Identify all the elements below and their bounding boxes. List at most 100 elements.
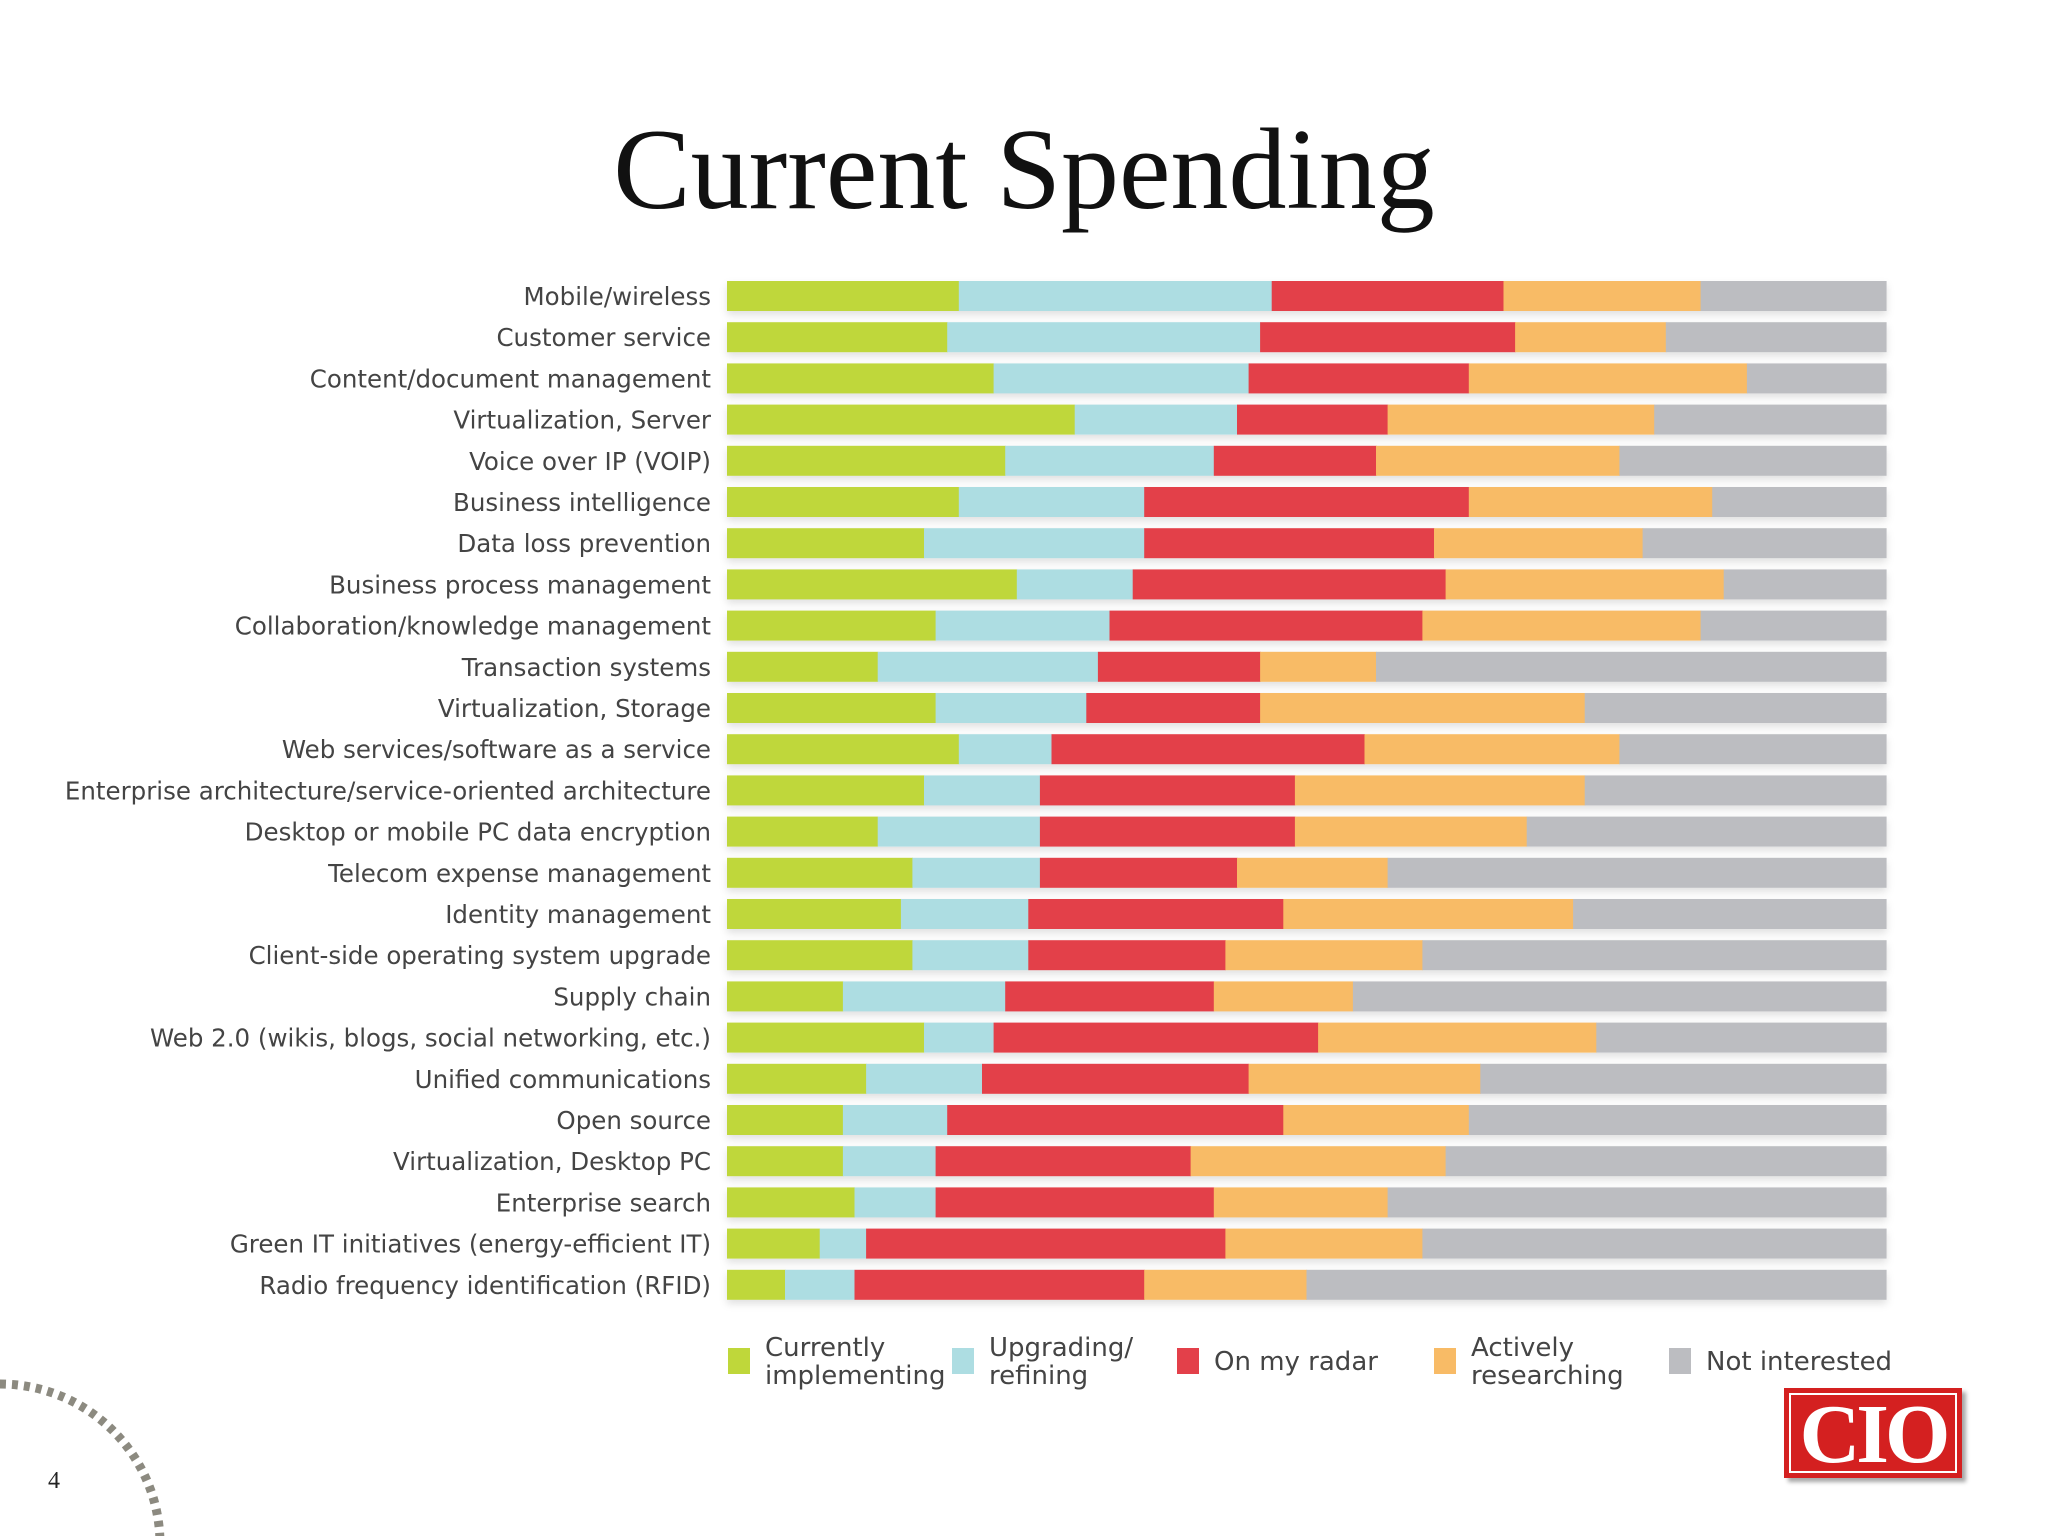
legend-swatch-actively-researching [1434,1348,1456,1374]
bar-segment-on-my-radar [1086,693,1261,723]
bar-segment-on-my-radar [1039,816,1296,847]
legend-label: implementing [765,1361,945,1391]
bar-segment-actively-researching [1248,1063,1481,1094]
row-label: Virtualization, Storage [438,694,711,723]
bar-segment-actively-researching [1364,734,1621,765]
bar-segment-upgrading-refining [877,816,1041,847]
row-label: Enterprise architecture/service-oriented… [65,776,711,805]
bar-segment-currently-implementing [727,1146,844,1177]
bar-segment-not-interested [1422,940,1887,971]
bar-segment-not-interested [1376,651,1887,682]
bar-segment-actively-researching [1237,857,1389,888]
legend-swatch-upgrading-refining [952,1348,974,1374]
bar-segment-actively-researching [1515,322,1667,353]
bar-segment-actively-researching [1144,1269,1308,1300]
legend-label: refining [989,1361,1088,1391]
bar-segment-not-interested [1596,1022,1887,1053]
slide-title: Current Spending [613,106,1435,234]
row-label: Unified communications [415,1065,711,1094]
bar-segment-upgrading-refining [842,981,1006,1012]
bar-segment-currently-implementing [727,404,1076,435]
bar-segment-on-my-radar [1213,445,1377,476]
row-label: Open source [556,1106,711,1135]
legend-swatch-on-my-radar [1177,1348,1199,1374]
bar-segment-actively-researching [1294,816,1528,847]
row-label: Supply chain [553,982,711,1011]
bar-segment-upgrading-refining [900,899,1029,929]
bar-segment-on-my-radar [1271,281,1505,311]
bars [727,281,1887,1300]
bar-segment-not-interested [1584,693,1887,723]
cio-logo: CIO [1784,1388,1962,1478]
row-label: Telecom expense management [327,859,711,888]
bar-segment-on-my-radar [935,1187,1215,1218]
row-labels: Mobile/wireless Customer service Content/d… [65,282,712,1300]
bar-segment-currently-implementing [727,651,879,682]
bar-segment-not-interested [1619,445,1887,476]
bar-segment-actively-researching [1213,981,1354,1012]
legend-label: Not interested [1706,1347,1892,1377]
bar-segment-currently-implementing [727,693,937,723]
row-label: Virtualization, Desktop PC [393,1147,711,1176]
bar-segment-on-my-radar [1039,775,1296,806]
dotted-arc-decoration [0,1379,165,1536]
bar-segment-currently-implementing [727,1228,821,1259]
page-number: 4 [48,1468,60,1494]
bar-segment-not-interested [1306,1269,1887,1300]
legend-swatch-not-interested [1669,1348,1691,1374]
legend-label: Currently [765,1333,885,1363]
bar-segment-upgrading-refining [1005,445,1215,476]
bar-segment-actively-researching [1260,651,1377,682]
bar-segment-on-my-radar [1248,363,1470,394]
bar-segment-upgrading-refining [785,1269,856,1300]
bar-segment-currently-implementing [727,610,937,641]
bar-segment-upgrading-refining [935,610,1111,641]
legend-swatch-currently-implementing [728,1348,750,1374]
bar-segment-currently-implementing [727,1022,925,1053]
bar-segment-actively-researching [1294,775,1586,806]
bar-segment-on-my-radar [1005,981,1215,1012]
bar-segment-on-my-radar [1051,734,1365,765]
bar-segment-currently-implementing [727,445,1006,476]
bar-segment-currently-implementing [727,816,879,847]
bar-segment-actively-researching [1387,404,1655,435]
cio-logo-text: CIO [1789,1393,1957,1477]
bar-segment-on-my-radar [854,1269,1145,1300]
bar-segment-currently-implementing [727,281,960,311]
bar-segment-actively-researching [1376,445,1620,476]
bar-segment-currently-implementing [727,1105,844,1135]
bar-segment-not-interested [1480,1063,1887,1094]
bar-segment-upgrading-refining [842,1105,948,1135]
bar-segment-actively-researching [1503,281,1702,311]
bar-segment-not-interested [1584,775,1887,806]
bar-segment-actively-researching [1434,528,1644,559]
row-label: Transaction systems [461,653,711,682]
bar-segment-upgrading-refining [947,322,1261,353]
bar-segment-currently-implementing [727,528,925,559]
bar-segment-actively-researching [1468,487,1713,517]
bar-segment-currently-implementing [727,981,844,1012]
legend-label: Actively [1471,1333,1574,1363]
bar-segment-upgrading-refining [958,281,1273,311]
legend-label: Upgrading/ [989,1333,1133,1363]
bar-segment-currently-implementing [727,1269,786,1300]
row-label: Identity management [445,900,711,929]
row-label: Content/document management [310,364,712,393]
bar-segment-on-my-radar [1097,651,1261,682]
bar-segment-on-my-radar [1028,899,1284,929]
bar-segment-currently-implementing [727,775,925,806]
bar-segment-actively-researching [1225,1228,1423,1259]
bar-segment-on-my-radar [947,1105,1284,1135]
bar-segment-not-interested [1665,322,1887,353]
bar-segment-not-interested [1642,528,1887,559]
bar-segment-on-my-radar [866,1228,1226,1259]
bar-segment-currently-implementing [727,940,913,971]
row-label: Web services/software as a service [282,735,711,764]
bar-segment-actively-researching [1445,569,1725,600]
bar-segment-currently-implementing [727,899,902,929]
bar-segment-on-my-radar [1144,487,1470,517]
row-label: Enterprise search [496,1188,711,1217]
bar-segment-on-my-radar [1144,528,1435,559]
bar-segment-not-interested [1526,816,1887,847]
bar-segment-not-interested [1746,363,1887,394]
